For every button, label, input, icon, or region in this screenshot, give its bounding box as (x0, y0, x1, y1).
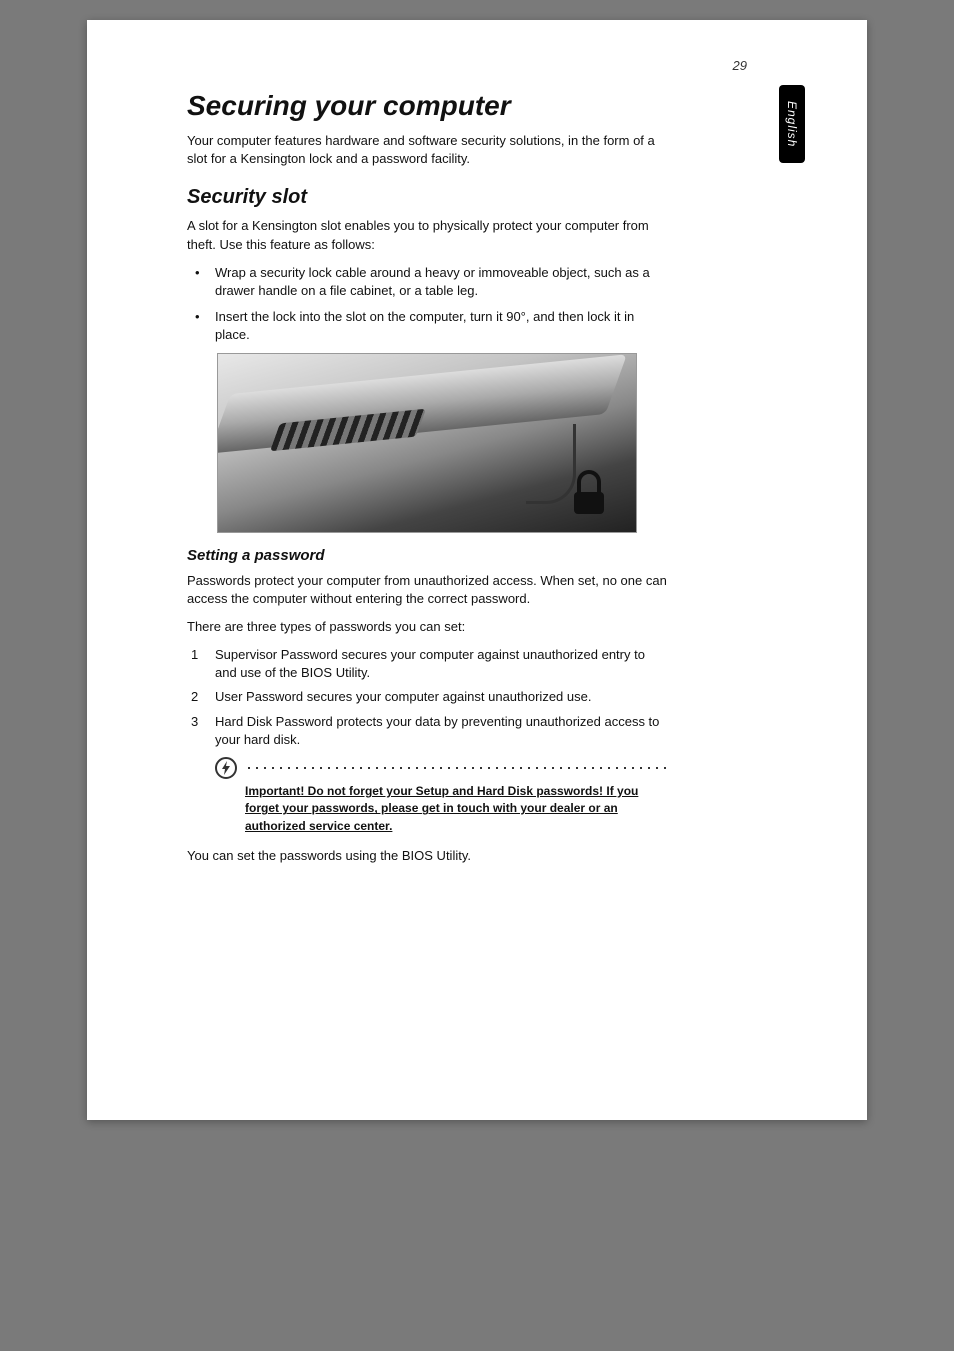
important-note: Important! Do not forget your Setup and … (215, 757, 667, 835)
password-types-list: Supervisor Password secures your compute… (187, 646, 667, 749)
page-number: 29 (733, 58, 747, 73)
password-paragraph-2: There are three types of passwords you c… (187, 618, 667, 636)
content-column: Securing your computer Your computer fea… (187, 90, 667, 865)
padlock-icon (572, 470, 606, 514)
note-header (215, 757, 667, 779)
list-item: Wrap a security lock cable around a heav… (187, 264, 667, 300)
language-tab: English (779, 85, 805, 163)
closing-paragraph: You can set the passwords using the BIOS… (187, 847, 667, 865)
security-slot-figure (217, 353, 637, 533)
password-paragraph-1: Passwords protect your computer from una… (187, 572, 667, 608)
language-tab-label: English (785, 101, 799, 147)
page-title: Securing your computer (187, 90, 667, 122)
note-text: Important! Do not forget your Setup and … (215, 783, 667, 835)
note-dots-divider (245, 767, 667, 769)
lock-cable-graphic (526, 424, 576, 504)
security-slot-paragraph: A slot for a Kensington slot enables you… (187, 217, 667, 253)
document-page: 29 English Securing your computer Your c… (87, 20, 867, 1120)
list-item: Supervisor Password secures your compute… (187, 646, 667, 682)
intro-paragraph: Your computer features hardware and soft… (187, 132, 667, 168)
setting-password-heading: Setting a password (187, 547, 667, 564)
security-slot-heading: Security slot (187, 186, 667, 209)
list-item: User Password secures your computer agai… (187, 688, 667, 706)
security-slot-bullets: Wrap a security lock cable around a heav… (187, 264, 667, 345)
list-item: Hard Disk Password protects your data by… (187, 713, 667, 749)
list-item: Insert the lock into the slot on the com… (187, 308, 667, 344)
lightning-icon (215, 757, 237, 779)
